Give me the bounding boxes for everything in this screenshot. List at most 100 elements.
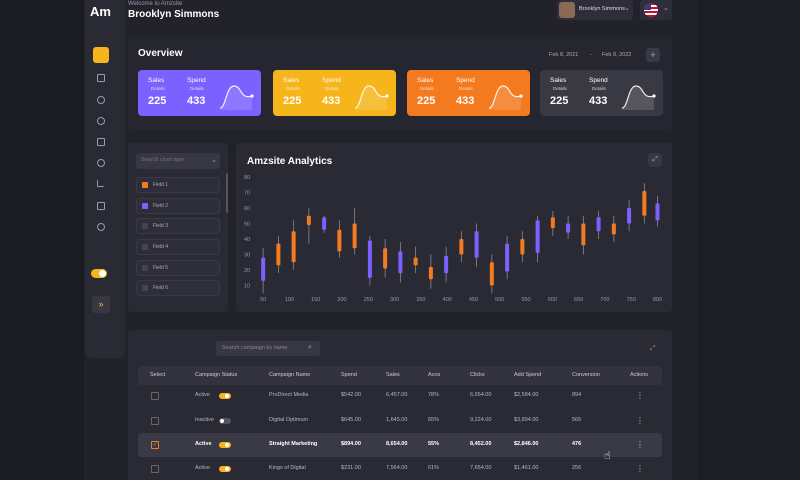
table-cell: $2,846.00 xyxy=(514,441,539,447)
chevron: ⌄ xyxy=(211,157,217,164)
card-label: Spend xyxy=(322,77,341,84)
date-from[interactable]: Feb 8, 2021 xyxy=(549,52,579,58)
campaign-search[interactable]: Search campaign by name ⌕ xyxy=(216,341,320,356)
profile-menu[interactable]: Brooklyn Simmons ⌄ xyxy=(557,0,633,20)
expand-button[interactable]: ⤢ xyxy=(650,345,656,352)
table-cell: $2,584.00 xyxy=(514,392,539,398)
field-item[interactable]: Field 2 xyxy=(136,198,220,214)
nav-icon[interactable] xyxy=(97,180,104,187)
user-name: Brooklyn Simmons xyxy=(128,9,220,20)
candle-body xyxy=(322,217,327,230)
card-value: 225 xyxy=(283,95,302,107)
table-cell: Straight Marketing xyxy=(269,441,318,447)
field-item[interactable]: Field 4 xyxy=(136,239,220,255)
table-cell: 7,654.00 xyxy=(470,465,492,471)
column-header: Acos xyxy=(428,372,441,378)
expand-button[interactable]: ⤢ xyxy=(648,153,662,167)
y-tick-label: 40 xyxy=(244,237,250,243)
field-item[interactable]: Field 5 xyxy=(136,260,220,276)
card-sub: Details xyxy=(151,86,165,91)
theme-toggle[interactable] xyxy=(91,269,107,278)
campaign-status: Active xyxy=(195,465,210,471)
x-tick-label: 150 xyxy=(311,297,320,303)
field-item[interactable]: Field 3 xyxy=(136,218,220,234)
table-cell: $894.00 xyxy=(341,441,361,447)
nav-icon[interactable] xyxy=(97,223,105,231)
status-toggle[interactable] xyxy=(219,393,231,399)
row-checkbox[interactable]: ✓ xyxy=(151,441,159,449)
field-label: Field 4 xyxy=(153,244,169,250)
candle-body xyxy=(291,231,296,263)
search-icon: ⌕ xyxy=(308,344,312,351)
chart: 10 20 30 40 50 60 70 80 50 100 150 200 250 300 350 400 4… xyxy=(244,175,662,303)
stat-card[interactable]: Sales Details 225 Spend Details 433 xyxy=(540,70,663,116)
column-header: Campaign Status xyxy=(195,372,238,378)
field-checkbox xyxy=(142,182,148,188)
chart-type-search[interactable]: Search chart type ⌄ xyxy=(136,153,220,169)
nav-icon[interactable] xyxy=(97,138,105,146)
y-tick-label: 60 xyxy=(244,206,250,212)
card-label: Sales xyxy=(283,77,300,84)
date-to[interactable]: Feb 8, 2022 xyxy=(602,52,632,58)
row-checkbox[interactable] xyxy=(151,417,159,425)
status-toggle[interactable] xyxy=(219,466,231,472)
y-tick-label: 20 xyxy=(244,268,250,274)
card-sub: Details xyxy=(592,86,606,91)
candle-body xyxy=(444,256,449,274)
chevron: ⌄ xyxy=(663,5,669,12)
x-tick-label: 600 xyxy=(548,297,557,303)
toggle-knob xyxy=(225,443,229,447)
status-toggle[interactable] xyxy=(219,442,231,448)
table-cell: 1,645.00 xyxy=(386,417,408,423)
table-panel xyxy=(128,330,672,480)
card-label: Sales xyxy=(550,77,567,84)
field-item[interactable]: Field 6 xyxy=(136,280,220,296)
field-item[interactable]: Field 1 xyxy=(136,177,220,193)
nav-icon[interactable] xyxy=(97,159,105,167)
nav-icon[interactable] xyxy=(97,117,105,125)
candle-body xyxy=(261,257,266,281)
avatar xyxy=(559,2,575,18)
column-header: Actions xyxy=(630,372,649,378)
card-label: Sales xyxy=(148,77,165,84)
row-actions[interactable]: ⋮ xyxy=(636,391,644,400)
stat-card[interactable]: Sales Details 225 Spend Details 433 xyxy=(273,70,396,116)
table-cell: 894 xyxy=(572,392,582,398)
nav-icon[interactable] xyxy=(97,74,105,82)
x-tick-label: 100 xyxy=(285,297,294,303)
card-value: 225 xyxy=(550,95,569,107)
candle-body xyxy=(398,251,403,274)
nav-dashboard[interactable] xyxy=(93,47,109,63)
toggle-knob xyxy=(225,467,229,471)
candle-body xyxy=(459,239,464,255)
card-sub: Details xyxy=(459,86,473,91)
x-tick-label: 550 xyxy=(521,297,530,303)
stat-card[interactable]: Sales Details 225 Spend Details 433 xyxy=(407,70,530,116)
table-cell: 6,654.00 xyxy=(470,392,492,398)
chart-title: Amzsite Analytics xyxy=(247,156,333,167)
sparkline xyxy=(621,85,656,110)
candle-body xyxy=(611,223,616,235)
nav-icon[interactable] xyxy=(97,202,105,210)
row-checkbox[interactable] xyxy=(151,392,159,400)
row-actions[interactable]: ⋮ xyxy=(636,440,644,449)
candle-body xyxy=(428,266,433,280)
stat-card[interactable]: Sales Details 225 Spend Details 433 xyxy=(138,70,261,116)
row-actions[interactable]: ⋮ xyxy=(636,464,644,473)
column-header: Campaign Name xyxy=(269,372,311,378)
nav-icon[interactable] xyxy=(97,96,105,104)
candle-body xyxy=(581,223,586,246)
field-label: Field 6 xyxy=(153,285,169,291)
field-checkbox xyxy=(142,223,148,229)
status-toggle[interactable] xyxy=(219,418,231,424)
backdrop xyxy=(0,0,84,480)
field-label: Field 3 xyxy=(153,223,169,229)
row-actions[interactable]: ⋮ xyxy=(636,416,644,425)
add-button[interactable]: + xyxy=(646,48,660,62)
card-value: 225 xyxy=(148,95,167,107)
language-menu[interactable]: ⌄ xyxy=(640,0,672,20)
row-checkbox[interactable] xyxy=(151,465,159,473)
x-tick-label: 650 xyxy=(574,297,583,303)
collapse-button[interactable]: » xyxy=(92,296,110,313)
card-sub: Details xyxy=(286,86,300,91)
